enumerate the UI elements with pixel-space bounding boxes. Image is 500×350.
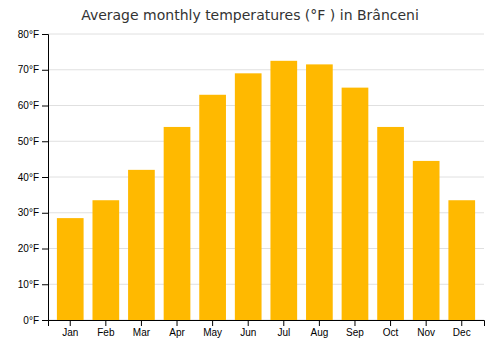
tick-mark	[177, 320, 178, 326]
tick: Aug	[310, 320, 328, 338]
tick: Jan	[62, 320, 78, 338]
tick: Jul	[277, 320, 290, 338]
tick: Mar	[133, 320, 151, 338]
tick-label: Aug	[310, 327, 328, 338]
tick-label: Jun	[240, 327, 256, 338]
axis-line	[42, 35, 49, 321]
bar	[306, 64, 333, 320]
tick: Feb	[97, 320, 115, 338]
tick-label: 80°F	[18, 29, 39, 40]
tick-mark	[354, 320, 355, 326]
tick-mark	[42, 284, 48, 285]
tick-mark	[42, 177, 48, 178]
tick-label: Oct	[383, 327, 399, 338]
tick-label: Jan	[62, 327, 78, 338]
tick-mark	[390, 320, 391, 326]
tick-label: 50°F	[18, 136, 39, 147]
tick-mark	[42, 70, 48, 71]
axis-line	[49, 321, 485, 327]
plot: 0°F 10°F 20°F 30°F 40°F 50°F 60°F 70°F 80°F Jan Fe…	[18, 29, 485, 338]
grid-line	[48, 69, 484, 70]
tick-label: Apr	[169, 327, 185, 338]
tick-mark	[248, 320, 249, 326]
bars	[57, 61, 475, 320]
bar	[199, 95, 226, 320]
tick-label: 70°F	[18, 64, 39, 75]
bar	[270, 61, 297, 320]
tick: Apr	[169, 320, 185, 338]
tick-mark	[212, 320, 213, 326]
tick-label: May	[203, 327, 222, 338]
tick: 40°F	[18, 172, 48, 183]
tick-label: Dec	[453, 327, 471, 338]
tick-label: 60°F	[18, 100, 39, 111]
grid	[48, 34, 484, 320]
tick: 80°F	[18, 29, 48, 40]
bar	[413, 161, 440, 320]
tick-mark	[42, 213, 48, 214]
bar	[448, 200, 475, 320]
tick-mark	[105, 320, 106, 326]
tick-mark	[141, 320, 142, 326]
tick-label: Nov	[417, 327, 435, 338]
tick: Dec	[453, 320, 471, 338]
tick: 60°F	[18, 100, 48, 111]
tick: Sep	[346, 320, 364, 338]
tick-mark	[461, 320, 462, 326]
tick-label: 0°F	[23, 315, 39, 326]
tick: Oct	[383, 320, 399, 338]
tick-mark	[70, 320, 71, 326]
bar	[342, 88, 369, 320]
tick-mark	[42, 141, 48, 142]
tick-mark	[319, 320, 320, 326]
tick-mark	[42, 249, 48, 250]
tick: May	[203, 320, 222, 338]
tick: Nov	[417, 320, 435, 338]
y-axis: 0°F 10°F 20°F 30°F 40°F 50°F 60°F 70°F 80°F	[18, 29, 49, 326]
tick-mark	[283, 320, 284, 326]
bar	[377, 127, 404, 320]
tick-mark	[42, 106, 48, 107]
x-axis: Jan Feb Mar Apr May Jun Jul Aug Sep Oct Nov Dec	[49, 320, 485, 338]
chart: 0°F 10°F 20°F 30°F 40°F 50°F 60°F 70°F 80°F Jan Fe…	[0, 0, 500, 350]
tick-label: Mar	[133, 327, 151, 338]
bar	[92, 200, 119, 320]
bar	[57, 218, 84, 320]
tick-label: 40°F	[18, 172, 39, 183]
bar	[235, 73, 262, 320]
tick-label: 30°F	[18, 207, 39, 218]
bar	[164, 127, 191, 320]
tick-label: Jul	[277, 327, 290, 338]
tick-label: 20°F	[18, 243, 39, 254]
tick: Jun	[240, 320, 256, 338]
bar	[128, 170, 155, 320]
grid-line	[48, 105, 484, 106]
tick: 20°F	[18, 243, 48, 254]
tick-mark	[42, 34, 48, 35]
title: Average monthly temperatures (°F ) in Br…	[81, 7, 419, 23]
tick: 50°F	[18, 136, 48, 147]
tick-label: 10°F	[18, 279, 39, 290]
tick: 0°F	[23, 315, 48, 326]
grid-line	[48, 141, 484, 142]
tick: 70°F	[18, 64, 48, 75]
tick: 30°F	[18, 207, 48, 218]
tick-mark	[42, 320, 48, 321]
tick: 10°F	[18, 279, 48, 290]
grid-line	[48, 34, 484, 35]
tick-mark	[426, 320, 427, 326]
tick-label: Sep	[346, 327, 364, 338]
tick-label: Feb	[97, 327, 115, 338]
